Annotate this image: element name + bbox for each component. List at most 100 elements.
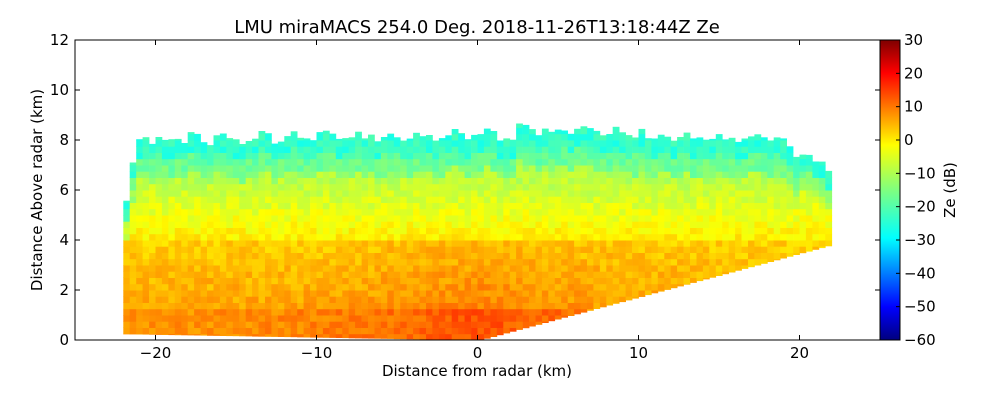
scan-cell — [413, 308, 420, 316]
scan-cell — [593, 258, 601, 266]
scan-cell — [651, 215, 659, 222]
scan-cell — [529, 302, 536, 310]
scan-cell — [187, 215, 195, 222]
scan-cell — [625, 146, 633, 153]
scan-cell — [490, 283, 498, 291]
scan-cell — [406, 177, 414, 185]
scan-cell — [606, 246, 614, 253]
scan-cell — [773, 152, 781, 160]
scan-cell — [458, 333, 465, 340]
scan-cell — [606, 202, 614, 210]
scan-cell — [490, 233, 498, 241]
scan-cell — [161, 252, 169, 260]
scan-cell — [374, 177, 382, 185]
scan-cell — [580, 158, 588, 166]
scan-cell — [348, 196, 356, 203]
scan-cell — [232, 296, 240, 303]
scan-cell — [207, 308, 214, 316]
scan-cell — [657, 252, 665, 260]
scan-cell — [187, 132, 195, 135]
scan-cell — [303, 177, 311, 185]
scan-cell — [187, 302, 195, 310]
scan-cell — [406, 277, 414, 285]
scan-cell — [702, 139, 710, 141]
scan-cell — [438, 271, 446, 278]
scan-cell — [213, 283, 221, 291]
scan-cell — [516, 133, 523, 141]
scan-cell — [773, 240, 781, 247]
scan-cell — [174, 258, 182, 266]
scan-cell — [644, 140, 652, 147]
scan-cell — [174, 215, 182, 222]
scan-cell — [696, 265, 704, 272]
scan-cell — [348, 315, 356, 322]
scan-cell — [741, 246, 749, 253]
scan-cell — [380, 183, 388, 191]
scan-cell — [174, 152, 182, 160]
scan-cell — [483, 215, 491, 222]
scan-cell — [361, 196, 369, 203]
scan-cell — [606, 134, 614, 141]
scan-cell — [606, 277, 614, 285]
scan-cell — [677, 240, 684, 247]
scan-cell — [625, 196, 633, 203]
scan-cell — [503, 221, 511, 228]
scan-cell — [619, 265, 626, 272]
scan-cell — [361, 138, 369, 141]
scan-cell — [522, 152, 530, 160]
scan-cell — [252, 252, 259, 260]
scan-cell — [606, 233, 614, 241]
scan-cell — [741, 152, 749, 160]
scan-cell — [149, 321, 156, 328]
scan-cell — [277, 246, 285, 253]
scan-cell — [496, 215, 504, 222]
scan-cell — [548, 290, 556, 297]
scan-cell — [123, 283, 131, 291]
scan-cell — [644, 240, 652, 247]
scan-cell — [342, 290, 350, 297]
scan-cell — [265, 308, 272, 316]
scan-cell — [329, 146, 337, 153]
scan-cell — [187, 258, 195, 266]
scan-cell — [329, 308, 337, 316]
scan-cell — [728, 190, 736, 197]
scan-cell — [535, 183, 543, 191]
scan-cell — [638, 171, 646, 178]
scan-cell — [213, 221, 221, 228]
scan-cell — [438, 233, 446, 241]
scan-cell — [696, 277, 704, 282]
scan-cell — [760, 208, 768, 216]
scan-cell — [670, 208, 678, 216]
x-tick-label: 10 — [629, 344, 648, 362]
scan-cell — [664, 233, 672, 241]
scan-cell — [690, 240, 697, 247]
scan-cell — [509, 271, 517, 278]
scan-cell — [387, 196, 395, 203]
scan-cell — [200, 290, 208, 297]
scan-cell — [380, 252, 388, 260]
scan-cell — [361, 233, 369, 241]
scan-cell — [400, 308, 407, 316]
scan-cell — [226, 215, 234, 222]
scan-cell — [406, 315, 414, 322]
scan-cell — [580, 221, 588, 228]
scan-cell — [303, 258, 311, 266]
scan-cell — [503, 215, 511, 222]
scan-cell — [496, 321, 504, 328]
scan-cell — [419, 246, 427, 253]
scan-cell — [690, 190, 697, 197]
scan-cell — [593, 190, 601, 197]
scan-cell — [677, 196, 684, 203]
scan-cell — [129, 296, 137, 303]
scan-cell — [284, 136, 292, 141]
scan-cell — [271, 183, 279, 191]
scan-cell — [741, 215, 749, 222]
scan-cell — [748, 183, 755, 191]
scan-cell — [451, 208, 459, 216]
scan-cell — [207, 145, 214, 147]
scan-cell — [155, 196, 163, 203]
scan-cell — [252, 183, 259, 191]
scan-cell — [258, 202, 266, 210]
scan-cell — [451, 190, 459, 197]
scan-cell — [651, 277, 659, 285]
